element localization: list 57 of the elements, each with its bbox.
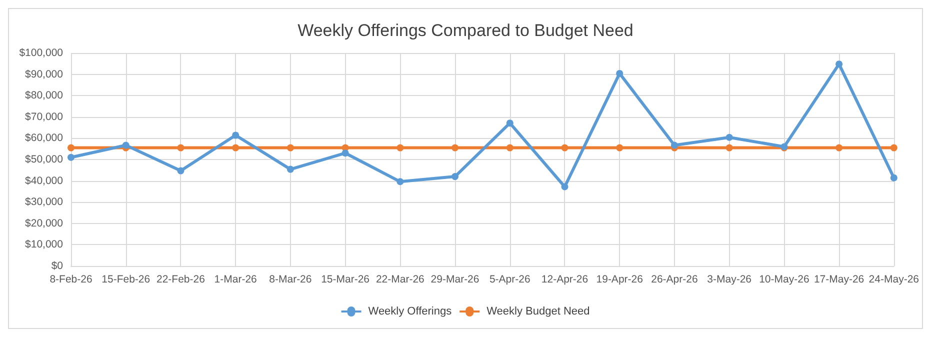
point (616, 70, 624, 77)
x-tick-label: 19-Apr-26 (596, 274, 644, 286)
chart-title: Weekly Offerings Compared to Budget Need (298, 21, 634, 40)
point (452, 144, 459, 152)
point (177, 144, 184, 152)
point (726, 134, 733, 141)
x-tick-label: 3-May-26 (707, 274, 752, 286)
legend-label: Weekly Offerings (368, 306, 452, 318)
point (68, 154, 74, 161)
x-tick-label: 22-Mar-26 (376, 274, 425, 286)
x-tick-label: 8-Mar-26 (269, 274, 312, 286)
x-tick-label: 17-May-26 (814, 274, 864, 286)
x-tick-label: 5-Apr-26 (489, 274, 530, 286)
point (506, 120, 514, 127)
x-tick-label: 10-May-26 (759, 274, 810, 286)
point (286, 144, 294, 152)
point (342, 150, 349, 157)
x-tick-label: 15-Feb-26 (102, 274, 150, 286)
x-tick-label: 1-Mar-26 (214, 274, 258, 286)
point (836, 144, 843, 152)
point (670, 142, 678, 149)
x-tick-label: 8-Feb-26 (50, 274, 92, 286)
point (232, 132, 240, 139)
y-tick-label: $10,000 (25, 238, 64, 251)
y-tick-label: $60,000 (25, 132, 64, 144)
point (561, 144, 568, 152)
point (506, 144, 514, 152)
point (836, 60, 843, 68)
x-tick-label: 24-May-26 (868, 274, 920, 286)
point (122, 142, 130, 149)
x-tick-label: 15-Mar-26 (321, 274, 370, 286)
point (232, 144, 240, 152)
point (890, 144, 898, 152)
point (396, 144, 404, 152)
point (561, 183, 568, 190)
y-tick-label: $20,000 (25, 217, 64, 230)
point (890, 174, 898, 182)
x-tick-label: 29-Mar-26 (430, 274, 480, 286)
point (396, 178, 404, 186)
y-tick-label: $0 (51, 260, 64, 272)
point (616, 144, 624, 152)
point (452, 173, 459, 180)
y-tick-label: $30,000 (25, 196, 64, 208)
x-tick-label: 12-Apr-26 (541, 274, 588, 286)
y-tick-label: $50,000 (25, 154, 64, 166)
y-tick-label: $100,000 (19, 47, 64, 59)
point (68, 144, 74, 152)
x-tick-label: 22-Feb-26 (156, 274, 206, 286)
y-tick-label: $90,000 (25, 68, 64, 80)
y-tick-label: $70,000 (25, 110, 64, 123)
point (286, 166, 294, 173)
legend-label: Weekly Budget Need (486, 306, 590, 318)
y-tick-label: $40,000 (25, 174, 64, 187)
x-tick-label: 26-Apr-26 (651, 274, 698, 286)
point (726, 144, 733, 152)
point (177, 167, 184, 174)
y-tick-label: $80,000 (25, 90, 64, 102)
